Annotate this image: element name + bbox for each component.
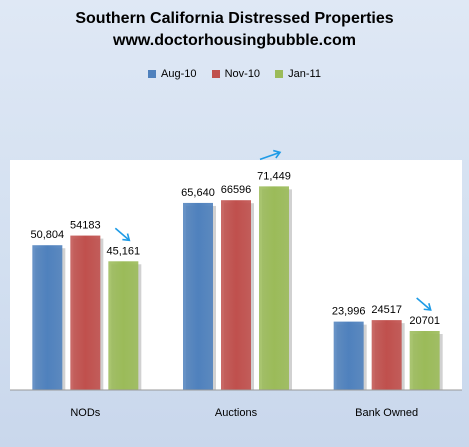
arrow-up-icon-head xyxy=(273,149,282,159)
arrow-up-icon-shaft xyxy=(259,151,281,161)
legend-item-aug-10: Aug-10 xyxy=(148,68,197,80)
data-label: 45,161 xyxy=(107,245,141,257)
data-label: 71,449 xyxy=(257,170,291,182)
bar-nods-nov-10 xyxy=(70,235,101,390)
data-label: 65,640 xyxy=(181,187,215,199)
x-tick-label: NODs xyxy=(70,407,100,419)
bar-nods-jan-11 xyxy=(108,261,139,390)
legend: Aug-10 Nov-10 Jan-11 xyxy=(0,68,469,80)
arrow-down-icon-shaft xyxy=(416,297,432,311)
legend-item-nov-10: Nov-10 xyxy=(211,68,261,80)
bar-auctions-nov-10 xyxy=(221,200,251,390)
chart-title: Southern California Distressed Propertie… xyxy=(75,10,394,27)
legend-label-aug-10: Aug-10 xyxy=(161,68,197,80)
bar-bank-owned-aug-10 xyxy=(333,321,364,390)
data-label: 20701 xyxy=(409,315,440,327)
data-label: 23,996 xyxy=(332,306,366,318)
arrow-down-icon-head xyxy=(122,233,131,242)
legend-swatch-aug-10 xyxy=(148,70,157,79)
legend-swatch-jan-11 xyxy=(275,70,284,79)
bar-auctions-jan-11 xyxy=(259,186,289,390)
bar-nods-aug-10 xyxy=(32,245,63,390)
legend-item-jan-11: Jan-11 xyxy=(275,68,321,80)
data-label: 54183 xyxy=(70,220,101,232)
x-tick-label: Bank Owned xyxy=(355,407,418,419)
data-label: 50,804 xyxy=(31,229,65,241)
chart-title-block: Southern California Distressed Propertie… xyxy=(0,8,469,52)
legend-swatch-nov-10 xyxy=(211,70,220,79)
x-tick-label: Auctions xyxy=(215,407,258,419)
data-label: 24517 xyxy=(371,304,402,316)
bar-auctions-aug-10 xyxy=(183,202,213,390)
chart-subtitle: www.doctorhousingbubble.com xyxy=(113,32,356,49)
bar-bank-owned-nov-10 xyxy=(371,320,402,390)
data-label: 66596 xyxy=(221,184,252,196)
legend-label-nov-10: Nov-10 xyxy=(224,68,261,80)
arrow-down-icon-shaft xyxy=(114,227,130,241)
arrow-down-icon-head xyxy=(423,303,432,311)
bar-bank-owned-jan-11 xyxy=(409,331,440,390)
legend-label-jan-11: Jan-11 xyxy=(288,68,321,80)
